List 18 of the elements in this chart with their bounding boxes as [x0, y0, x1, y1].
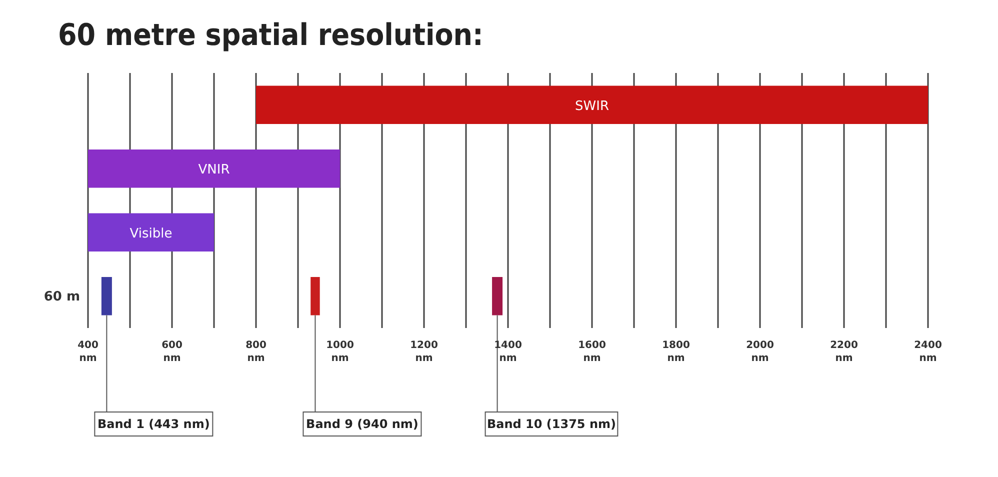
x-tick-label: 1600 nm — [578, 340, 606, 364]
x-tick-label: 1800 nm — [662, 340, 690, 364]
x-tick-label: 1000 nm — [326, 340, 354, 364]
y-tick-label: 60 m — [44, 290, 80, 305]
text: Band 9 (940 nm) — [306, 417, 418, 431]
x-tick-label: 2200 nm — [830, 340, 858, 364]
series-label: Visible — [130, 226, 172, 242]
x-tick-label: 2000 nm — [746, 340, 774, 364]
series-label: SWIR — [575, 98, 609, 114]
x-tick-label: 600 nm — [162, 340, 182, 364]
x-tick-label: 1200 nm — [410, 340, 438, 364]
text: Band 1 (443 nm) — [98, 417, 210, 431]
series-label: VNIR — [198, 162, 230, 178]
text: Band 10 (1375 nm) — [486, 417, 616, 431]
x-tick-label: 800 nm — [246, 340, 266, 364]
x-tick-label: 2400 nm — [914, 340, 942, 364]
x-tick-label: 400 nm — [78, 340, 98, 364]
chart-title: 60 metre spatial resolution: — [57, 17, 484, 55]
